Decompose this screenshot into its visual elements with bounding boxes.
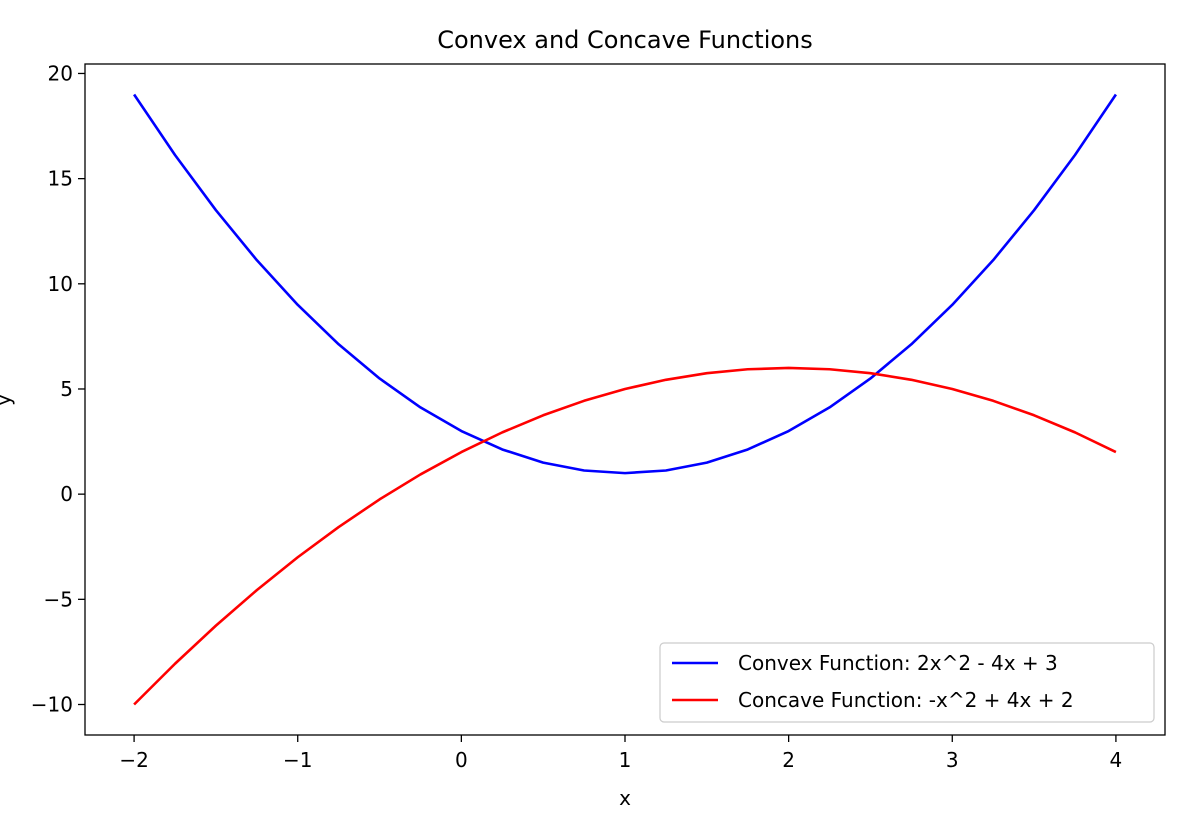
- y-axis-label: y: [0, 394, 15, 406]
- x-tick-label: −1: [283, 748, 312, 772]
- legend: Convex Function: 2x^2 - 4x + 3 Concave Fu…: [659, 642, 1155, 723]
- legend-entry-label: Concave Function: -x^2 + 4x + 2: [738, 688, 1074, 712]
- x-axis-label: x: [619, 786, 631, 810]
- y-axis-ticks: −10 −5 0 5 10 15 20: [31, 61, 85, 717]
- y-tick-label: 10: [48, 272, 73, 296]
- x-axis-ticks: −2 −1 0 1 2 3 4: [119, 735, 1122, 772]
- series-line-concave: [133, 366, 1117, 706]
- chart-title: Convex and Concave Functions: [437, 26, 813, 54]
- y-tick-label: −10: [31, 693, 73, 717]
- x-tick-label: −2: [119, 748, 148, 772]
- y-tick-label: 0: [60, 482, 73, 506]
- y-tick-label: 15: [48, 167, 73, 191]
- series-line-convex: [133, 93, 1117, 475]
- x-tick-label: 0: [455, 748, 468, 772]
- legend-box: [659, 642, 1155, 723]
- x-tick-label: 1: [619, 748, 632, 772]
- x-tick-label: 4: [1110, 748, 1123, 772]
- x-tick-label: 2: [782, 748, 795, 772]
- y-tick-label: 20: [48, 61, 73, 85]
- y-tick-label: 5: [60, 377, 73, 401]
- x-tick-label: 3: [946, 748, 959, 772]
- legend-entry-label: Convex Function: 2x^2 - 4x + 3: [738, 651, 1058, 675]
- y-tick-label: −5: [44, 587, 73, 611]
